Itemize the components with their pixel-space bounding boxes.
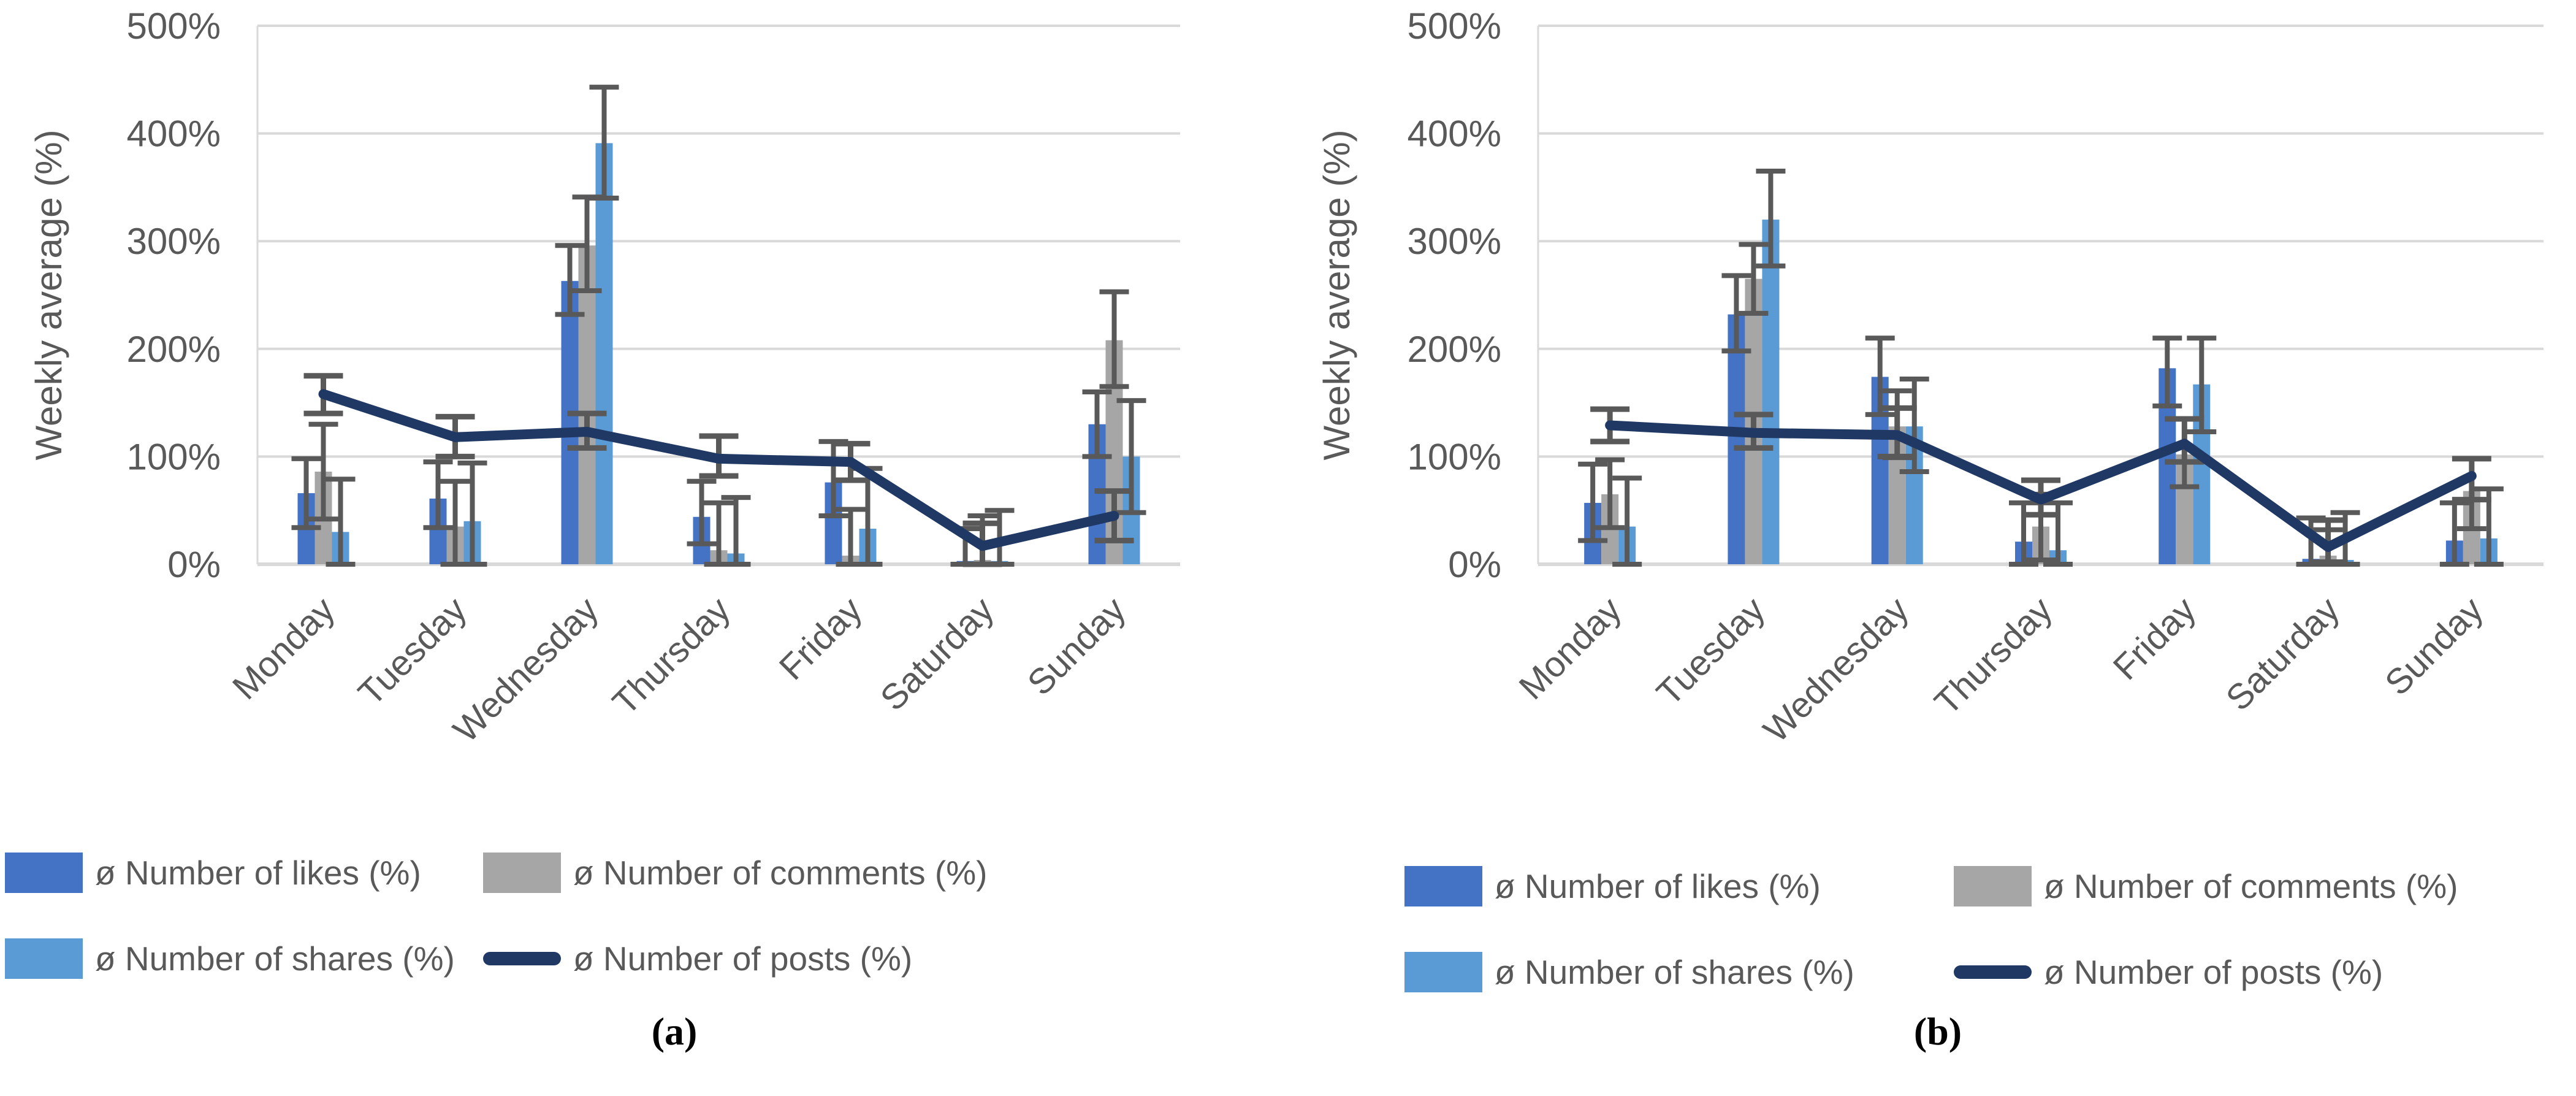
svg-text:Sunday: Sunday — [1020, 589, 1134, 703]
svg-text:Thursday: Thursday — [1927, 589, 2060, 722]
chart-a-plot: 0% 100% 200% 300% 400% 500% Weekly average (%)… — [28, 6, 1180, 750]
caption-a: (a) — [651, 1010, 698, 1053]
likes-swatch-icon — [5, 853, 83, 893]
legend-label-shares: ø Number of shares (%) — [1495, 953, 1854, 991]
svg-text:Sunday: Sunday — [2377, 589, 2491, 703]
svg-text:Monday: Monday — [225, 589, 343, 707]
chart-b-plot: 0% 100% 200% 300% 400% 500% Weekly average (%)… — [1316, 6, 2544, 750]
svg-text:500%: 500% — [1408, 6, 1501, 47]
legend-label-posts: ø Number of posts (%) — [2044, 953, 2384, 991]
svg-text:Friday: Friday — [2106, 589, 2204, 688]
svg-text:400%: 400% — [127, 113, 221, 155]
legend-label-comments: ø Number of comments (%) — [2044, 867, 2458, 905]
comments-swatch-icon — [483, 853, 561, 893]
svg-text:Friday: Friday — [772, 589, 870, 688]
legend-item-comments: ø Number of comments (%) — [483, 851, 987, 894]
legend-item-shares: ø Number of shares (%) — [1404, 951, 1854, 994]
legend-label-comments: ø Number of comments (%) — [573, 854, 988, 892]
chart-panel-a: 0% 100% 200% 300% 400% 500% Weekly average (%)… — [5, 6, 1180, 1053]
legend-label-shares: ø Number of shares (%) — [95, 940, 455, 978]
svg-text:Saturday: Saturday — [873, 589, 1002, 718]
svg-text:Tuesday: Tuesday — [351, 589, 474, 713]
svg-text:200%: 200% — [1408, 329, 1501, 370]
caption-b: (b) — [1913, 1010, 1962, 1053]
svg-text:Wednesday: Wednesday — [1756, 589, 1916, 750]
legend-label-likes: ø Number of likes (%) — [1495, 867, 1821, 905]
legend-label-likes: ø Number of likes (%) — [95, 854, 421, 892]
legend-item-shares: ø Number of shares (%) — [5, 937, 455, 980]
legend-item-comments: ø Number of comments (%) — [1954, 865, 2458, 908]
shares-swatch-icon — [1404, 952, 1482, 992]
likes-swatch-icon — [1404, 866, 1482, 906]
svg-text:300%: 300% — [1408, 221, 1501, 262]
comments-swatch-icon — [1954, 866, 2032, 906]
chart-panel-b: 0% 100% 200% 300% 400% 500% Weekly average (%)… — [1288, 0, 2576, 1096]
posts-line-icon — [1954, 965, 2032, 979]
svg-text:Tuesday: Tuesday — [1649, 589, 1773, 713]
svg-text:0%: 0% — [1448, 544, 1501, 585]
svg-text:400%: 400% — [1408, 113, 1501, 155]
legend-item-likes: ø Number of likes (%) — [1404, 865, 1821, 908]
legend-label-posts: ø Number of posts (%) — [573, 940, 913, 978]
svg-text:Weekly average (%): Weekly average (%) — [1316, 129, 1357, 460]
legend-item-posts: ø Number of posts (%) — [1954, 951, 2383, 994]
legend-item-posts: ø Number of posts (%) — [483, 937, 912, 980]
svg-text:300%: 300% — [127, 221, 221, 262]
posts-line-icon — [483, 952, 561, 965]
svg-text:Saturday: Saturday — [2219, 589, 2347, 718]
svg-text:100%: 100% — [127, 436, 221, 477]
svg-text:Monday: Monday — [1511, 589, 1629, 707]
svg-text:500%: 500% — [127, 6, 221, 47]
svg-text:Weekly average (%): Weekly average (%) — [28, 129, 69, 460]
svg-text:0%: 0% — [167, 544, 221, 585]
shares-swatch-icon — [5, 938, 83, 979]
svg-text:200%: 200% — [127, 329, 221, 370]
legend-item-likes: ø Number of likes (%) — [5, 851, 421, 894]
svg-text:Thursday: Thursday — [605, 589, 738, 722]
svg-text:100%: 100% — [1408, 436, 1501, 477]
